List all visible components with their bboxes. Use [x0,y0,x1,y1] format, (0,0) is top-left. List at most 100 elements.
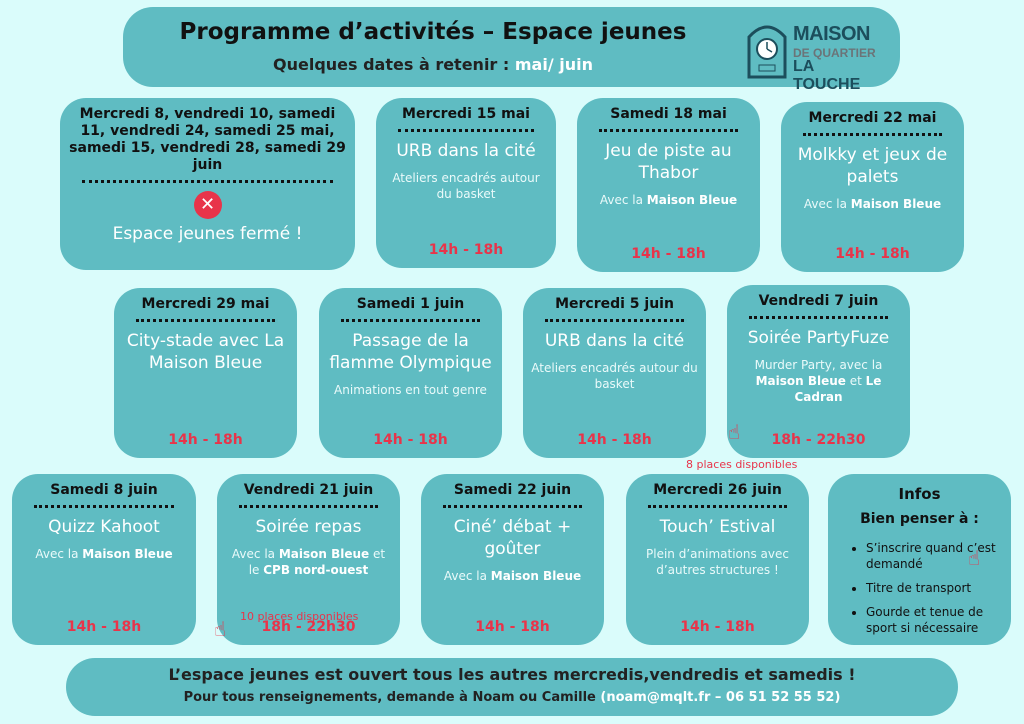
card-time: 14h - 18h [373,432,448,448]
card-date: Vendredi 7 juin [758,293,879,309]
description-segment: Maison Bleue [490,569,582,583]
description-segment: Avec la [599,193,647,207]
card-date: Vendredi 21 juin [243,482,374,498]
description-segment: Avec la [443,569,491,583]
activity-card: Mercredi 15 mai URB dans la cité Ateliers … [376,98,556,268]
card-title: City-stade avec La Maison Bleue [126,331,285,373]
description-segment: Maison Bleue [278,547,370,561]
logo-text: MAISON [793,23,871,45]
card-time: 14h - 18h [475,619,550,635]
dotted-divider [398,129,534,132]
card-date: Samedi 8 juin [50,482,158,498]
activity-card: Mercredi 5 juin URB dans la cité Ateliers … [523,288,706,458]
subtitle-highlight: mai/ juin [514,55,593,74]
hand-pointing-icon: ☝ [214,617,227,641]
activity-card: Samedi 18 mai Jeu de piste au Thabor Avec … [577,98,760,272]
card-time: 14h - 18h [631,246,706,262]
footer-banner: L’espace jeunes est ouvert tous les autr… [66,658,958,716]
dotted-divider [545,319,684,322]
card-description: Ateliers encadrés autour du basket [384,170,548,202]
page-subtitle: Quelques dates à retenir : mai/ juin [123,55,743,74]
dotted-divider [749,316,888,319]
clock-tower-icon [747,25,787,79]
card-date: Mercredi 22 mai [808,110,937,126]
card-date: Samedi 1 juin [356,296,465,312]
description-segment: Avec la [803,197,851,211]
description-segment: Animations en tout genre [334,383,487,397]
description-segment: Ateliers encadrés autour du basket [531,361,698,391]
description-segment: Maison Bleue [646,193,738,207]
card-date: Mercredi 5 juin [555,296,674,312]
card-title: Soirée PartyFuze [747,328,890,348]
infos-item: S’inscrire quand c’est demandé [866,540,1003,572]
logo: MAISON DE QUARTIER LA TOUCHE [745,17,885,93]
dotted-divider [803,133,942,136]
activity-card: Vendredi 21 juin Soirée repas Avec la Mais… [217,474,400,645]
places-available: 8 places disponibles [686,458,798,471]
infos-title: Infos [898,485,941,503]
card-description: Avec la Maison Bleue [20,546,188,562]
card-description: Animations en tout genre [327,382,494,398]
places-available: 10 places disponibles [240,610,359,623]
card-title: Molkky et jeux de palets [797,145,948,187]
card-time: 18h - 22h30 [261,619,356,635]
dotted-divider [341,319,480,322]
card-description: Avec la Maison Bleue [429,568,596,584]
card-description: Plein d’animations avec d’autres structu… [634,546,801,578]
page-title: Programme d’activités – Espace jeunes [179,19,687,45]
hand-pointing-icon: ☝ [728,420,741,444]
description-segment: Le Cadran [794,374,882,404]
x-circle-icon: ✕ [193,191,222,219]
card-time: 14h - 18h [428,242,504,258]
description-segment: Maison Bleue [850,197,942,211]
footer-contact: (noam@mqlt.fr – 06 51 52 55 52) [600,690,841,705]
card-title: Jeu de piste au Thabor [605,141,732,183]
activity-card: Mercredi 29 mai City-stade avec La Maison… [114,288,297,458]
dotted-divider [239,505,378,508]
header-banner: Programme d’activités – Espace jeunes Qu… [123,7,900,93]
card-title: Touch’ Estival [659,517,776,537]
card-description: Avec la Maison Bleue et le CPB nord-oues… [225,546,392,578]
footer-line2: Pour tous renseignements, demande à Noam… [66,690,958,705]
description-segment: Murder Party, avec la [754,358,883,372]
infos-item: Gourde et tenue de sport si nécessaire [866,604,1003,636]
card-date: Mercredi 26 juin [653,482,782,498]
description-segment: Plein d’animations avec d’autres structu… [646,547,789,577]
card-time: 18h - 22h30 [771,432,866,448]
footer-contact-label: Pour tous renseignements, demande à Noam… [183,690,596,705]
dotted-divider [599,129,738,132]
description-segment: Ateliers encadrés autour du basket [392,171,540,201]
infos-list: S’inscrire quand c’est demandé Titre de … [836,540,1003,636]
card-title: Soirée repas [255,517,362,537]
activity-card: Samedi 1 juin Passage de la flamme Olympi… [319,288,502,458]
activity-card: Vendredi 7 juin Soirée PartyFuze Murder Pa… [727,285,910,458]
card-title: Quizz Kahoot [48,517,160,537]
card-time: 14h - 18h [680,619,755,635]
card-time: 14h - 18h [835,246,910,262]
card-date: Mercredi 8, vendredi 10, samedi 11, vend… [69,106,346,173]
infos-item: Titre de transport [866,580,1003,596]
card-date: Mercredi 29 mai [141,296,270,312]
footer-line1: L’espace jeunes est ouvert tous les autr… [168,665,856,684]
dotted-divider [443,505,582,508]
card-title: Espace jeunes fermé ! [112,224,303,244]
dotted-divider [82,180,333,183]
card-time: 14h - 18h [66,619,142,635]
card-date: Mercredi 15 mai [402,106,530,122]
description-segment: et [845,374,866,388]
description-segment: Avec la [231,547,279,561]
card-title: Passage de la flamme Olympique [329,331,492,373]
card-time: 14h - 18h [577,432,652,448]
subtitle-text: Quelques dates à retenir : [272,55,510,74]
card-description: Avec la Maison Bleue [789,196,956,212]
description-segment: Maison Bleue [755,374,846,388]
activity-card: Mercredi 26 juin Touch’ Estival Plein d’an… [626,474,809,645]
description-segment: et le [248,547,386,577]
card-description: Ateliers encadrés autour du basket [531,360,698,392]
card-time: 14h - 18h [168,432,243,448]
logo-text: DE QUARTIER [793,46,876,60]
infos-card: Infos Bien penser à : S’inscrire quand c… [828,474,1011,645]
activity-card: Samedi 22 juin Ciné’ débat + goûter Avec l… [421,474,604,645]
card-title: Ciné’ débat + goûter [453,517,572,559]
card-description: Murder Party, avec la Maison Bleue et Le… [735,357,902,405]
